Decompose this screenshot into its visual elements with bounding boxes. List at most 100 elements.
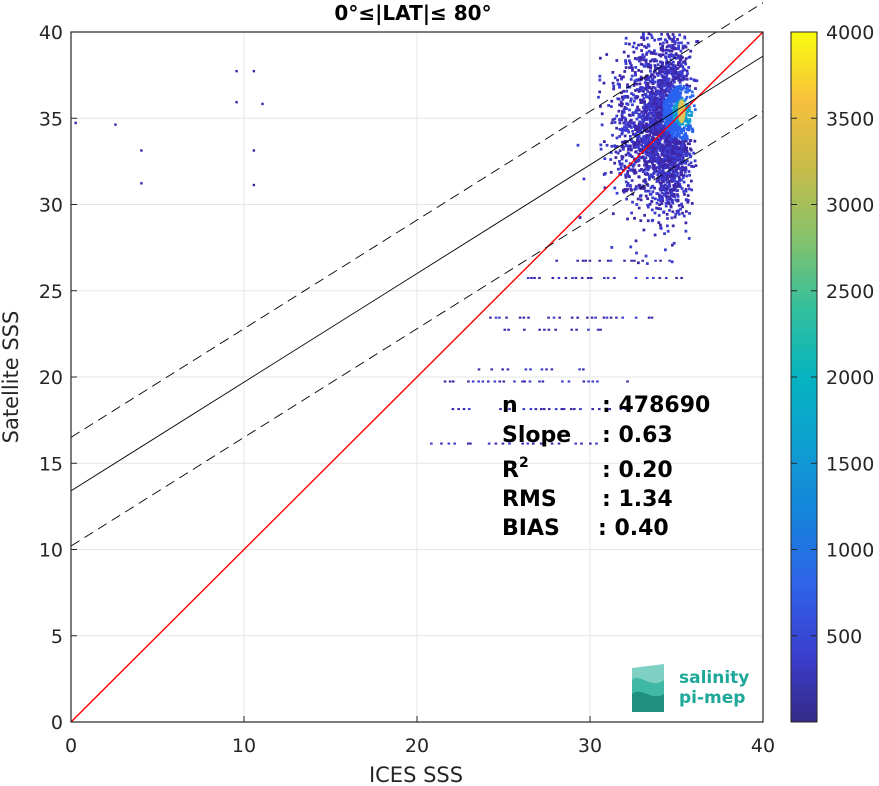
density-cell xyxy=(690,111,694,114)
density-cell xyxy=(623,166,627,169)
density-cell xyxy=(543,328,546,331)
density-cell xyxy=(666,229,670,233)
density-cell xyxy=(670,118,674,122)
density-cell xyxy=(671,132,675,136)
density-cell xyxy=(589,276,593,280)
density-cell xyxy=(652,103,656,106)
density-cell xyxy=(635,46,638,50)
density-cell xyxy=(651,118,655,122)
density-cell xyxy=(668,172,671,176)
density-cell xyxy=(679,71,683,74)
density-cell xyxy=(655,156,659,160)
density-cell xyxy=(602,316,606,319)
density-cell xyxy=(682,146,686,150)
density-cell xyxy=(661,168,665,172)
x-tick-label: 20 xyxy=(405,735,429,757)
density-cell xyxy=(672,187,676,191)
density-cell xyxy=(642,58,646,62)
density-cell xyxy=(680,96,684,100)
density-cell xyxy=(633,171,637,175)
density-cell xyxy=(140,182,143,185)
density-cell xyxy=(676,129,680,132)
density-cell xyxy=(642,140,646,144)
density-cell xyxy=(660,191,664,195)
density-cell xyxy=(670,216,674,220)
density-cell xyxy=(630,140,634,144)
density-cell xyxy=(684,57,688,61)
density-cell xyxy=(672,93,676,97)
density-cell xyxy=(678,64,682,68)
density-cell xyxy=(666,195,670,198)
density-cell xyxy=(618,121,622,125)
x-axis-label: ICES SSS xyxy=(369,763,463,786)
density-cell xyxy=(671,78,675,82)
density-cell xyxy=(673,67,677,71)
density-cell xyxy=(626,172,629,176)
density-cell xyxy=(677,123,681,127)
density-cell xyxy=(671,130,674,134)
density-cell xyxy=(652,52,656,55)
density-cell xyxy=(670,147,674,151)
density-cell xyxy=(622,108,626,112)
density-cell xyxy=(621,110,624,113)
density-cell xyxy=(680,187,684,190)
density-cell xyxy=(682,134,686,138)
density-cell xyxy=(686,137,689,141)
density-cell xyxy=(676,85,679,89)
density-cell xyxy=(640,168,643,171)
density-cell xyxy=(635,57,639,61)
density-cell xyxy=(235,101,238,104)
density-cell xyxy=(603,186,607,190)
density-cell xyxy=(685,174,689,178)
density-cell xyxy=(547,408,551,411)
density-cell xyxy=(558,316,561,319)
density-cell xyxy=(670,124,674,128)
density-cell xyxy=(680,276,683,280)
density-cell xyxy=(664,55,667,59)
density-cell xyxy=(656,173,660,177)
density-cell xyxy=(586,316,589,319)
density-cell xyxy=(638,149,642,153)
density-cell xyxy=(658,148,662,152)
density-cell xyxy=(661,47,665,51)
density-cell xyxy=(643,136,646,140)
density-cell xyxy=(675,122,679,126)
density-cell xyxy=(645,122,648,126)
density-cell xyxy=(596,328,600,331)
density-cell xyxy=(621,155,625,159)
density-cell xyxy=(644,143,647,147)
density-cell xyxy=(651,157,655,161)
colorbar-tick-label: 3500 xyxy=(826,108,874,130)
density-cell xyxy=(631,129,635,133)
density-cell xyxy=(673,183,677,187)
density-cell xyxy=(685,77,689,81)
density-cell xyxy=(696,40,700,43)
density-cell xyxy=(640,117,644,121)
density-cell xyxy=(682,168,686,172)
density-cell xyxy=(676,38,679,41)
density-cell xyxy=(451,380,455,383)
density-cell xyxy=(644,46,648,49)
density-cell xyxy=(619,100,623,104)
density-cell xyxy=(508,442,511,445)
density-cell xyxy=(658,161,662,165)
density-cell xyxy=(672,85,675,89)
density-cell xyxy=(666,163,670,167)
density-cell xyxy=(649,122,653,126)
density-cell xyxy=(653,123,657,127)
density-cell xyxy=(656,166,660,169)
density-cell xyxy=(664,107,668,110)
line-lower-bound xyxy=(70,110,764,547)
density-cell xyxy=(669,205,673,209)
density-cell xyxy=(673,195,677,199)
density-cell xyxy=(666,136,669,140)
density-cell xyxy=(646,147,650,150)
density-cell xyxy=(641,114,645,118)
density-cell xyxy=(621,168,625,172)
density-cell xyxy=(669,137,673,141)
density-cell xyxy=(687,184,690,188)
density-cell xyxy=(642,158,646,162)
density-cell xyxy=(634,185,638,189)
density-cell xyxy=(650,316,654,319)
density-cell xyxy=(675,156,679,160)
